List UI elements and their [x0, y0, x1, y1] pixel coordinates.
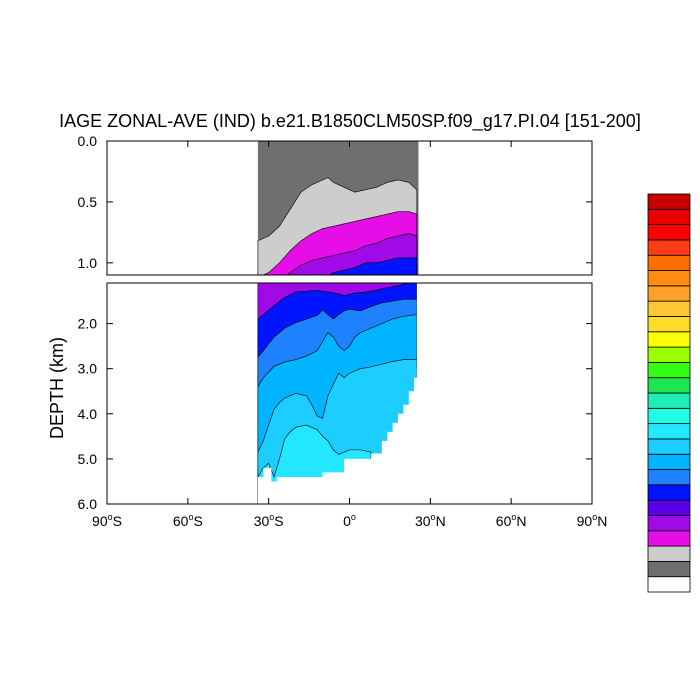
chart-title: IAGE ZONAL-AVE (IND) b.e21.B1850CLM50SP.…	[59, 111, 641, 132]
colorbar-swatch	[647, 377, 691, 394]
colorbar-swatch	[647, 361, 691, 379]
colorbar-swatch	[647, 316, 691, 333]
colorbar-swatch	[647, 453, 691, 470]
y-tick-label: 5.0	[78, 451, 98, 467]
colorbar-swatch	[647, 224, 691, 241]
x-tick-label: 60oN	[496, 512, 527, 529]
colorbar-swatch	[647, 438, 691, 455]
colorbar-swatch	[647, 423, 691, 440]
y-axis-label: DEPTH (km)	[47, 337, 67, 439]
x-tick-label: 30oN	[415, 512, 446, 529]
colorbar-swatch	[647, 239, 691, 256]
colorbar-swatch	[647, 285, 691, 302]
colorbar-swatch	[647, 392, 691, 409]
contour-band-upper-4	[329, 257, 418, 275]
y-tick-label: 0.5	[78, 194, 98, 210]
upper-panel: 0.0 0.5 1.0	[78, 133, 593, 276]
colorbar-swatch	[647, 193, 691, 210]
colorbar-swatch	[647, 515, 691, 532]
colorbar-swatch	[647, 346, 691, 363]
x-tick-label: 30oS	[254, 512, 284, 529]
y-tick-label: 3.0	[78, 361, 98, 377]
colorbar-swatch	[647, 331, 691, 348]
x-tick-label: 60oS	[173, 512, 203, 529]
colorbar-swatch	[647, 300, 691, 317]
seafloor-mask	[257, 368, 423, 504]
colorbar-swatch	[647, 530, 691, 547]
y-tick-label: 4.0	[78, 406, 98, 422]
colorbar-swatch	[647, 254, 691, 271]
colorbar-swatch	[647, 545, 691, 562]
y-tick-label: 2.0	[78, 316, 98, 332]
colorbar-swatch	[647, 576, 691, 593]
y-tick-label: 0.0	[78, 133, 98, 149]
x-tick-label: 0o	[343, 512, 356, 529]
colorbar-swatch	[647, 484, 691, 501]
colorbar	[647, 193, 691, 593]
land-mask-right	[416, 283, 592, 504]
lower-panel: 2.0 3.0 4.0 5.0 6.0 90oS 60oS 30oS 0o 30oN 60oN 90…	[78, 141, 608, 529]
colorbar-swatch	[647, 270, 691, 287]
colorbar-swatch	[647, 208, 691, 226]
y-tick-label: 6.0	[78, 496, 98, 512]
colorbar-swatch	[647, 407, 691, 425]
colorbar-swatch	[647, 469, 691, 486]
x-tick-label: 90oN	[577, 512, 608, 529]
x-tick-label: 90oS	[92, 512, 122, 529]
colorbar-swatch	[647, 499, 691, 516]
colorbar-swatch	[647, 560, 691, 578]
y-tick-label: 1.0	[78, 255, 98, 271]
